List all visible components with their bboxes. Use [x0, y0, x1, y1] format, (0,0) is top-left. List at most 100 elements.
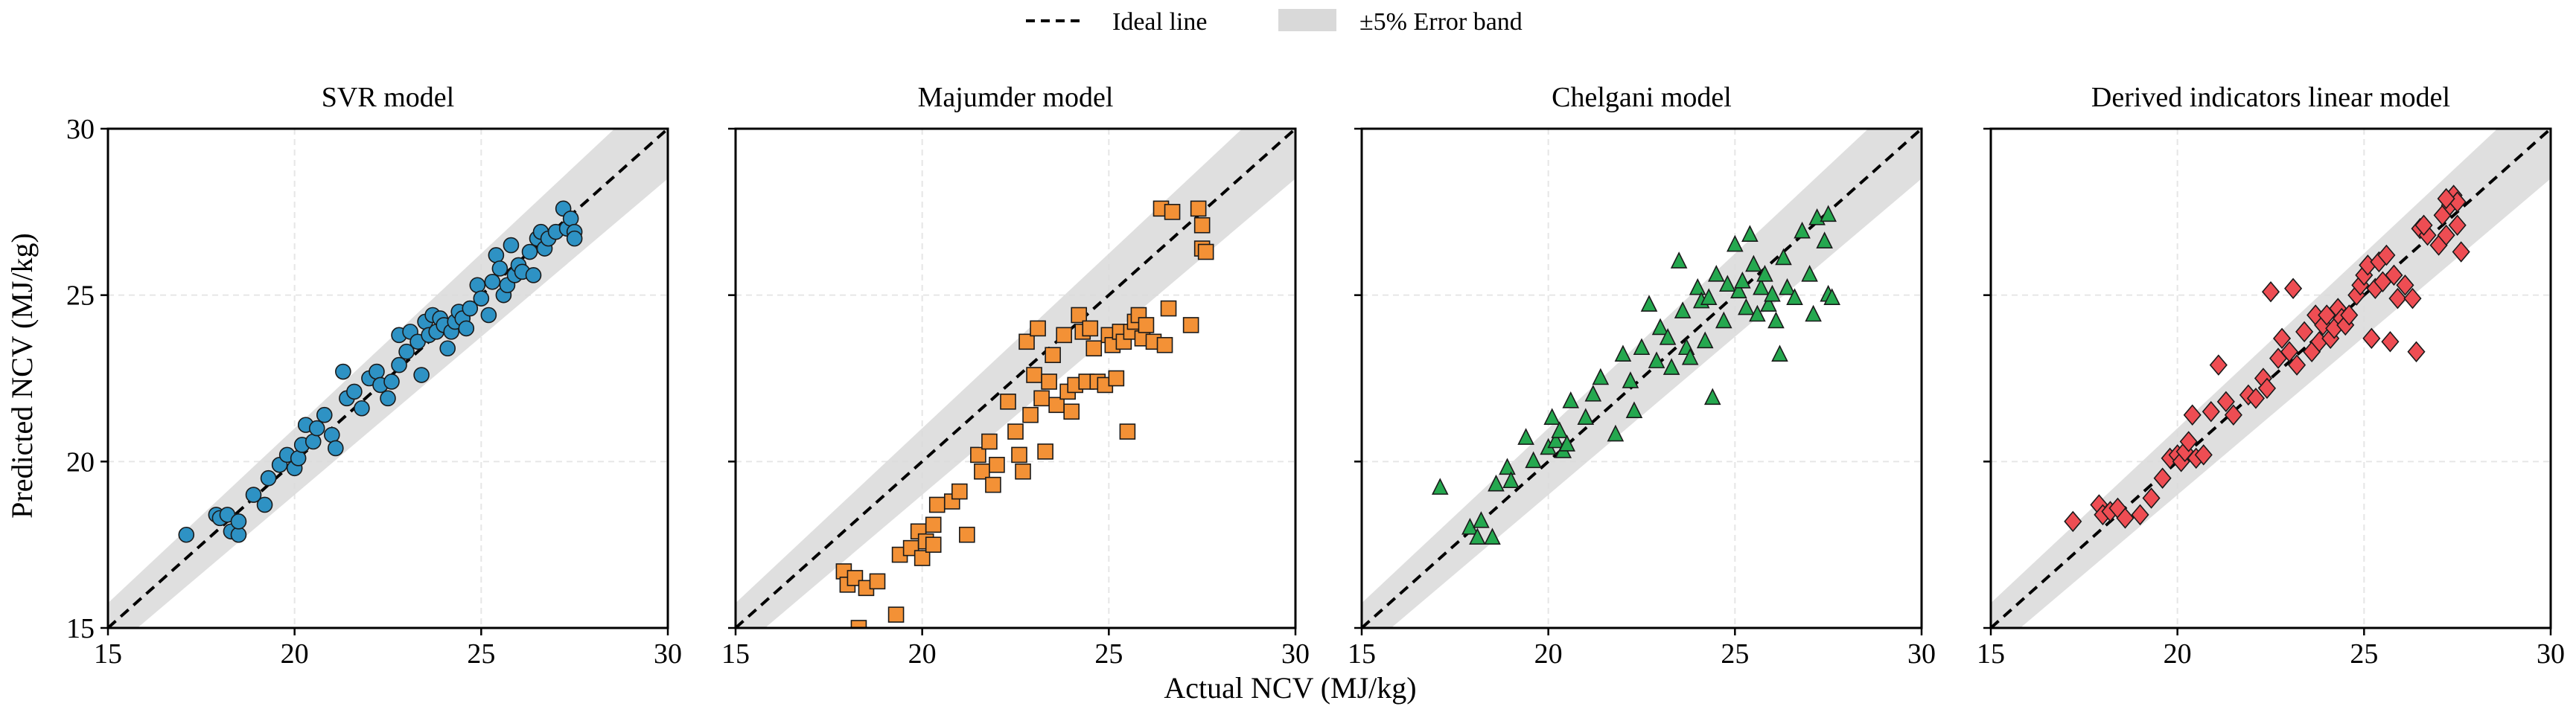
data-point: [380, 390, 396, 407]
data-point: [887, 606, 905, 623]
x-tick-label: 25: [1721, 638, 1749, 670]
data-point: [354, 400, 370, 417]
legend-error-band-label: ±5% Error band: [1359, 8, 1523, 36]
data-point: [1525, 451, 1542, 469]
plot-frame: [1989, 127, 2552, 629]
data-point: [1018, 333, 1035, 350]
data-point: [323, 426, 340, 443]
x-axis-label: Actual NCV (MJ/kg): [1164, 671, 1416, 705]
data-point: [2381, 331, 2400, 353]
data-point: [230, 526, 247, 543]
legend: Ideal line ±5% Error band: [1026, 8, 1523, 36]
data-point: [1696, 331, 1714, 349]
data-point: [1584, 385, 1602, 402]
data-point: [1715, 311, 1732, 329]
panel-title: Derived indicators linear model: [2091, 82, 2450, 113]
data-point: [1182, 317, 1199, 333]
x-tick-label: 25: [1094, 638, 1123, 670]
data-point: [2179, 431, 2198, 452]
data-point: [1558, 435, 1576, 452]
data-point: [1056, 327, 1072, 344]
data-point: [1779, 278, 1796, 295]
data-point: [1108, 370, 1125, 387]
data-point: [1193, 217, 1211, 234]
data-point: [398, 343, 415, 360]
data-point: [2116, 507, 2135, 529]
data-point: [1156, 336, 1173, 353]
data-point: [305, 433, 322, 450]
data-point: [1719, 275, 1736, 292]
data-point: [1063, 403, 1080, 420]
error-band: [1362, 129, 1922, 628]
data-point: [1741, 225, 1759, 242]
data-point: [2280, 341, 2299, 362]
panel-title: SVR model: [322, 82, 454, 113]
data-point: [2153, 467, 2172, 489]
x-tick-label: 20: [908, 638, 937, 670]
data-point: [503, 237, 520, 254]
data-point: [1502, 471, 1520, 488]
x-tick-label: 30: [2537, 638, 2565, 670]
data-point: [1547, 431, 1564, 449]
data-point: [1756, 265, 1773, 282]
data-point: [2295, 321, 2314, 343]
x-tick-label: 20: [1534, 638, 1563, 670]
data-point: [491, 260, 508, 277]
panel-title: Chelgani model: [1552, 82, 1732, 113]
data-point: [1662, 358, 1680, 375]
data-point: [256, 496, 273, 513]
data-point: [1007, 423, 1024, 440]
data-point: [1786, 288, 1803, 305]
data-point: [2202, 400, 2220, 423]
data-point: [1659, 328, 1677, 345]
data-point: [1801, 265, 1818, 282]
data-point: [2064, 510, 2082, 533]
data-point: [914, 550, 931, 566]
y-tick-label: 30: [66, 114, 95, 145]
data-point: [369, 363, 385, 380]
data-point: [308, 420, 325, 437]
data-point: [2224, 404, 2242, 426]
data-point: [1082, 320, 1099, 337]
data-point: [869, 573, 886, 590]
data-point: [928, 496, 946, 513]
data-point: [1037, 443, 1053, 460]
data-point: [2407, 341, 2426, 362]
data-point: [2261, 280, 2280, 303]
data-point: [1767, 311, 1785, 329]
legend-ideal-line-label: Ideal line: [1112, 8, 1207, 36]
plot-frame: [1360, 127, 1923, 629]
data-point: [2246, 388, 2265, 409]
data-point: [2403, 287, 2422, 310]
data-point: [1749, 304, 1766, 322]
data-point: [989, 457, 1005, 473]
data-point: [2131, 504, 2149, 526]
data-point: [2377, 244, 2396, 266]
data-point: [1648, 351, 1665, 368]
data-point: [346, 383, 363, 400]
y-tick-label: 25: [66, 280, 95, 312]
data-point: [335, 363, 351, 380]
data-point: [970, 446, 986, 464]
panel-majumder: Majumder model 15 20 25 30: [721, 82, 1310, 670]
data-point: [1562, 391, 1580, 408]
data-point: [1469, 528, 1486, 545]
data-point: [2183, 404, 2202, 426]
data-point: [245, 487, 262, 503]
y-tick-label: 15: [66, 613, 95, 644]
data-point: [484, 273, 501, 290]
x-tick-label: 15: [1977, 638, 2005, 670]
data-point: [1820, 205, 1837, 222]
data-point: [2452, 241, 2470, 263]
data-point: [1640, 295, 1658, 312]
data-point: [1633, 338, 1651, 356]
data-point: [2437, 224, 2455, 246]
data-point: [2216, 391, 2235, 413]
data-point: [328, 440, 344, 457]
data-point: [985, 476, 1001, 493]
data-point: [2340, 304, 2359, 326]
data-point: [1484, 528, 1501, 545]
panel-derived-linear: Derived indicators linear model 15 20 25 30: [1977, 82, 2565, 670]
x-tick-label: 20: [281, 638, 309, 670]
